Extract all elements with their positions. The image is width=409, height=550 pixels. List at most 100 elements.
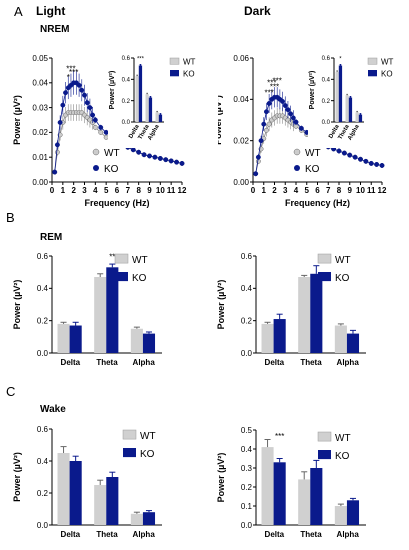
nrem-dark-spectrum-point-ko [368,160,374,166]
nrem-light-bands-legend-wt-label: WT [183,57,196,66]
rem-dark-bar-wt-delta [261,323,274,353]
rem-dark-x-tick-label: Alpha [337,358,360,367]
nrem-light-bands-significance: *** [137,56,145,62]
nrem-dark-spectrum-x-tick-label: 5 [305,186,310,195]
nrem-dark-bands-legend-wt-swatch [367,57,378,65]
nrem-light-bands-bar-ko-theta [148,97,153,122]
nrem-light-bands-legend-wt-swatch [169,57,180,65]
wake-dark-y-axis-label: Power (µV²) [216,453,226,503]
nrem-dark-bands-bar-wt-theta [345,95,349,122]
rem-light-bar-ko-alpha [142,333,156,353]
nrem-light-spectrum-point-ko [52,169,58,175]
rem-dark-legend-ko-label: KO [335,273,350,284]
panel-letter-b: B [6,210,15,225]
nrem-dark-spectrum-legend-ko-label: KO [305,164,320,175]
nrem-dark-spectrum-y-tick-label: 0.04 [233,95,249,104]
nrem-light-spectrum-x-tick-label: 1 [61,186,66,195]
wake-dark-y-tick-label: 0.2 [241,483,253,492]
rem-dark-x-tick-label: Theta [300,358,322,367]
rem-dark-group: 0.0 0.2 0.4 0.6 Power (µV²) Delta Theta Alpha WT… [216,252,366,367]
nrem-light-spectrum-point-ko [84,100,90,106]
rem-light-legend-ko-label: KO [132,273,147,284]
rem-light-legend-ko-swatch [115,272,128,282]
nrem-dark-spectrum-point-ko [363,158,369,164]
condition-dark-label: Dark [244,4,271,18]
nrem-dark-spectrum-x-tick-label: 12 [378,186,387,195]
nrem-light-spectrum-point-wt [103,134,109,140]
nrem-light-spectrum-point-wt [54,149,60,155]
wake-light-bar-wt-delta [57,453,70,525]
nrem-dark-spectrum-point-wt [266,121,272,127]
wake-dark-x-tick-label: Delta [265,530,285,539]
nrem-light-spectrum-point-ko [179,160,185,166]
nrem-light-spectrum-point-ko [136,149,142,155]
rem-dark-y-tick-label: 0.6 [241,252,253,261]
wake-light-bar-wt-theta [94,485,107,525]
panel-letter-c: C [6,384,16,399]
wake-light-y-axis-label: Power (µV²) [12,452,22,502]
rem-light-significance: ** [109,252,115,261]
nrem-dark-spectrum-x-tick-label: 8 [337,186,342,195]
nrem-light-spectrum-x-tick-label: 11 [167,186,176,195]
rem-dark-legend-wt-swatch [317,253,332,264]
nrem-dark-spectrum-significance: *** [273,76,282,85]
nrem-dark-spectrum-point-ko [290,115,296,121]
panel-letter-a: A [14,4,23,19]
nrem-light-spectrum-point-wt [98,129,104,135]
rem-light-bar-ko-delta [69,325,82,353]
rem-light-y-tick-label: 0.6 [37,252,49,261]
wake-dark-bar-wt-delta [261,447,274,525]
rem-dark-bar-ko-delta [273,319,286,353]
nrem-light-bands-bar-ko-delta [138,65,143,122]
nrem-dark-spectrum-point-ko [336,148,342,154]
rem-dark-bar-ko-theta [310,273,323,353]
wake-light-group: 0.0 0.2 0.4 0.6 Power (µV²) Delta Theta Alpha WT… [12,425,162,539]
wake-light-bar-ko-delta [69,461,82,525]
rem-dark-y-tick-label: 0.4 [241,284,253,293]
nrem-dark-bands-legend-ko-swatch [368,70,377,77]
rem-dark-bar-ko-alpha [346,333,360,353]
nrem-light-spectrum-legend-ko-label: KO [104,164,119,175]
nrem-light-spectrum-point-ko [54,142,60,148]
nrem-dark-bands-inset-background [308,52,409,148]
nrem-light-spectrum-y-tick-label: 0.00 [32,178,48,187]
nrem-light-spectrum-significance: *** [69,68,78,77]
nrem-light-spectrum-point-ko [90,112,96,118]
nrem-light-bands-legend-ko-swatch [170,70,179,77]
wake-dark-legend-ko-swatch [318,450,331,460]
nrem-dark-spectrum-x-axis-label: Frequency (Hz) [285,198,350,208]
nrem-light-spectrum-y-tick-label: 0.03 [32,103,48,112]
nrem-dark-spectrum-point-ko [293,119,299,125]
nrem-light-spectrum-y-axis-label: Power (µV²) [12,95,22,145]
nrem-dark-spectrum-point-ko [255,154,261,160]
nrem-light-bands-bar-ko-alpha [158,114,163,122]
nrem-dark-spectrum-point-ko [288,111,294,117]
nrem-dark-spectrum-legend-ko-marker [294,165,300,171]
nrem-light-spectrum-x-tick-label: 5 [104,186,109,195]
nrem-dark-bands-y-axis-label: Power (µV²) [309,71,316,110]
nrem-light-spectrum-point-wt [92,124,98,130]
nrem-dark-spectrum-x-tick-label: 4 [294,186,299,195]
wake-light-y-tick-label: 0.2 [37,489,49,498]
nrem-dark-spectrum-x-tick-label: 9 [348,186,353,195]
wake-dark-legend-ko-label: KO [335,451,350,462]
condition-light-label: Light [36,4,66,18]
rem-dark-legend-wt-label: WT [335,255,351,266]
nrem-dark-spectrum-significance: *** [270,82,279,91]
nrem-dark-bands-legend-ko-label: KO [381,69,393,78]
rem-dark-y-axis-label: Power (µV²) [216,280,226,330]
nrem-light-spectrum-x-tick-label: 7 [126,186,131,195]
nrem-light-spectrum-x-tick-label: 2 [71,186,76,195]
nrem-dark-spectrum-point-ko [298,125,304,131]
wake-light-legend-ko-swatch [123,448,136,458]
nrem-dark-spectrum-x-tick-label: 3 [283,186,288,195]
nrem-light-spectrum-x-tick-label: 12 [178,186,187,195]
wake-dark-y-tick-label: 0.1 [241,502,253,511]
wake-dark-group: 0.0 0.1 0.2 0.3 0.4 0.5 Power (µV²) Delta *** The… [216,426,366,539]
nrem-dark-spectrum-point-ko [285,107,291,113]
rem-light-group: 0.0 0.2 0.4 0.6 Power (µV²) Delta Theta ** Alpha… [12,252,162,367]
nrem-light-bands-y-tick-label: 0.2 [122,99,131,105]
wake-dark-bar-ko-alpha [346,500,360,525]
nrem-dark-spectrum-point-ko [280,98,286,104]
nrem-light-bands-y-tick-label: 0.0 [122,120,131,126]
